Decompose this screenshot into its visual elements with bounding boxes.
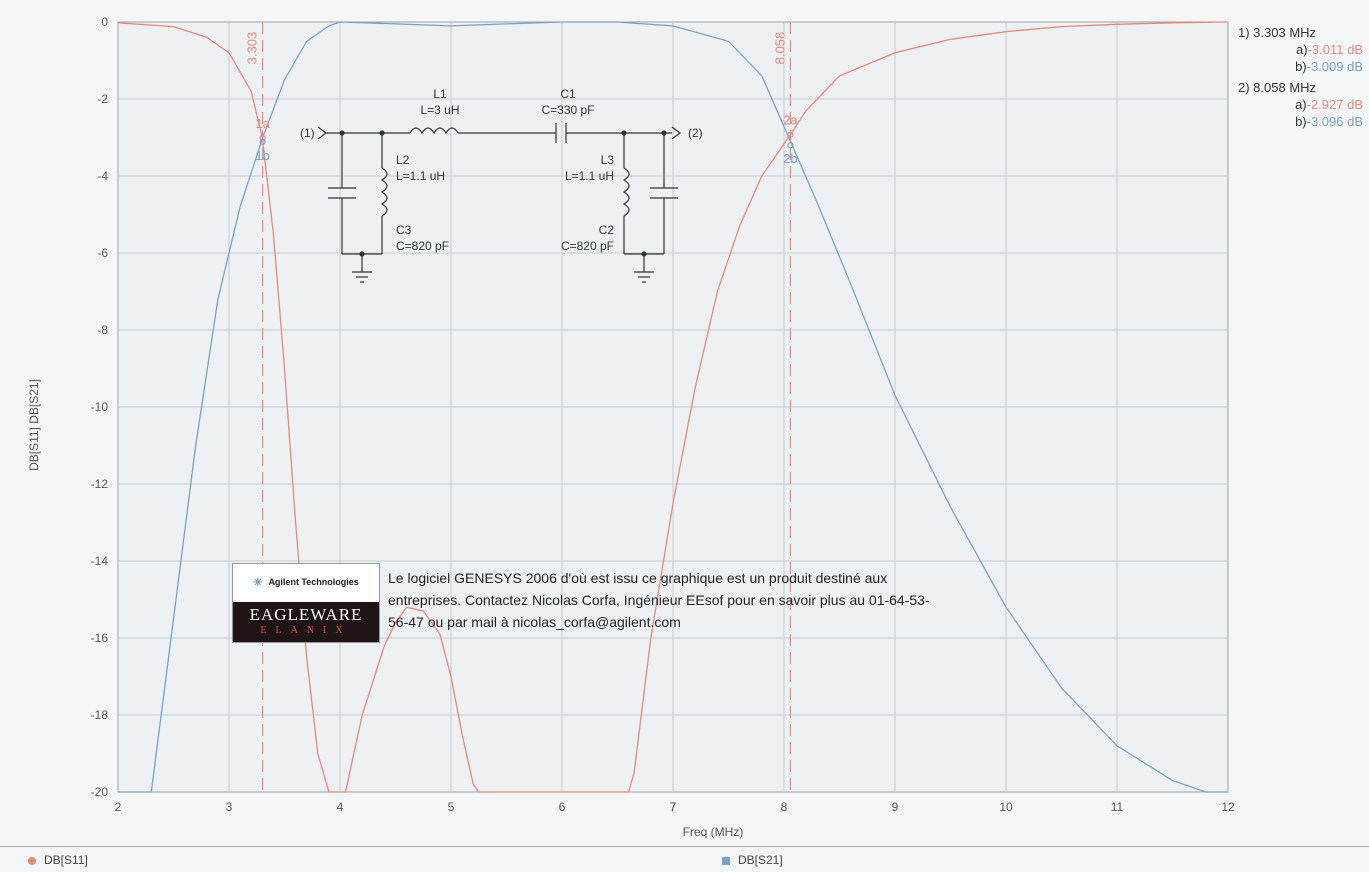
- x-tick-label: 11: [1111, 800, 1124, 814]
- x-tick-label: 12: [1221, 800, 1235, 814]
- circuit-labels: L1 L=3 uH C1 C=330 pF L2 L=1.1 uH C3 C=8…: [396, 87, 614, 253]
- readout-1-a-value: -3.011 dB: [1307, 42, 1363, 57]
- l3-value: L=1.1 uH: [565, 169, 614, 183]
- c3-value: C=820 pF: [396, 239, 449, 253]
- y-tick-label: 0: [101, 15, 108, 29]
- inductor-l2: [380, 167, 388, 217]
- marker-freq-label-2: 8.058: [772, 32, 787, 65]
- readout-2-b-row: b)-3.096 dB: [1238, 113, 1363, 130]
- c2-value: C=820 pF: [561, 239, 614, 253]
- y-tick-label: -16: [91, 631, 109, 645]
- series-layer: [117, 21, 1229, 793]
- y-tick-labels: 0 -2 -4 -6 -8 -10 -12 -14 -16 -18 -20: [91, 15, 109, 799]
- legend-item-s11: DB[S11]: [28, 853, 88, 867]
- marker-layer: 3.303 1a 1b 8.058 2a 2b: [245, 22, 798, 792]
- l2-name: L2: [396, 153, 410, 167]
- circuit-schematic: (1) (2): [300, 123, 703, 283]
- legend-swatch-s21: [722, 856, 730, 865]
- y-tick-label: -4: [97, 169, 108, 183]
- y-tick-label: -14: [91, 554, 109, 568]
- x-tick-label: 2: [115, 800, 122, 814]
- c2-name: C2: [599, 223, 615, 237]
- y-tick-label: -10: [91, 400, 109, 414]
- marker-b-label-1: 1b: [255, 148, 269, 163]
- x-tick-label: 6: [559, 800, 566, 814]
- eagleware-logo-text: EAGLEWARE: [249, 605, 363, 624]
- marker-freq-label-1: 3.303: [245, 32, 260, 65]
- x-tick-label: 7: [670, 800, 677, 814]
- y-tick-label: -12: [91, 477, 109, 491]
- c3-name: C3: [396, 223, 412, 237]
- y-tick-label: -8: [97, 323, 108, 337]
- vendor-logos: ✳ Agilent Technologies EAGLEWARE ELANIX: [232, 563, 380, 643]
- l3-name: L3: [601, 153, 615, 167]
- readout-1: 1) 3.303 MHz a)-3.011 dB b)-3.009 dB: [1238, 24, 1363, 75]
- readout-2: 2) 8.058 MHz a)-2.927 dB b)-3.096 dB: [1238, 79, 1363, 130]
- eagleware-logo: EAGLEWARE ELANIX: [233, 602, 379, 642]
- x-tick-label: 8: [781, 800, 788, 814]
- readout-1-b-value: -3.009 dB: [1306, 59, 1363, 74]
- l2-value: L=1.1 uH: [396, 169, 445, 183]
- advertisement-box: ✳ Agilent Technologies EAGLEWARE ELANIX L…: [232, 563, 952, 643]
- marker-a-label-1: 1a: [255, 116, 270, 131]
- x-tick-label: 5: [448, 800, 455, 814]
- x-tick-labels: 2 3 4 5 6 7 8 9 10 11 12: [115, 800, 1235, 814]
- y-tick-label: -20: [91, 785, 109, 799]
- agilent-logo: ✳ Agilent Technologies: [233, 564, 379, 600]
- readout-1-b-prefix: b): [1295, 59, 1307, 74]
- readout-1-b-row: b)-3.009 dB: [1238, 58, 1363, 75]
- x-tick-label: 4: [337, 800, 344, 814]
- marker-a-point-1: [259, 134, 266, 142]
- marker-a-point-2: [787, 131, 794, 138]
- port2-label: (2): [688, 126, 703, 140]
- agilent-logo-text: Agilent Technologies: [268, 577, 359, 587]
- legend-label-s11: DB[S11]: [44, 853, 88, 867]
- x-tick-label: 10: [999, 800, 1013, 814]
- series-line-s21: [118, 21, 1228, 793]
- marker-b-label-2: 2b: [783, 151, 797, 166]
- advertisement-text: Le logiciel GENESYS 2006 d'où est issu c…: [388, 570, 930, 630]
- readout-1-title: 1) 3.303 MHz: [1238, 25, 1317, 40]
- x-tick-label: 9: [892, 800, 899, 814]
- readout-2-a-value: -2.927 dB: [1306, 97, 1363, 112]
- legend-item-s21: DB[S21]: [722, 853, 783, 867]
- inductor-l3: [622, 167, 630, 217]
- legend: DB[S11] DB[S21]: [0, 846, 1369, 872]
- y-tick-label: -18: [91, 708, 109, 722]
- readout-2-b-prefix: b): [1295, 114, 1307, 129]
- x-axis-label: Freq (MHz): [683, 825, 744, 839]
- marker-readout-panel: 1) 3.303 MHz a)-3.011 dB b)-3.009 dB 2) …: [1238, 24, 1363, 134]
- chart: 2 3 4 5 6 7 8 9 10 11 12 0 -2 -4 -6 -8 -10 -12 -14 -16 -18 -…: [27, 15, 1235, 839]
- y-axis-label: DB[S11] DB[S21]: [27, 379, 41, 471]
- readout-2-a-row: a)-2.927 dB: [1238, 96, 1363, 113]
- readout-2-title: 2) 8.058 MHz: [1238, 80, 1317, 95]
- c1-name: C1: [560, 87, 576, 101]
- legend-swatch-s11: [28, 856, 36, 865]
- readout-2-a-prefix: a): [1295, 97, 1307, 112]
- marker-b-point-2: [787, 142, 794, 149]
- grid: [118, 22, 1228, 792]
- l1-value: L=3 uH: [420, 103, 459, 117]
- port1-label: (1): [300, 126, 315, 140]
- l1-name: L1: [433, 87, 447, 101]
- readout-1-a-prefix: a): [1296, 42, 1308, 57]
- y-tick-label: -6: [97, 246, 108, 260]
- y-tick-label: -2: [97, 92, 108, 106]
- marker-a-label-2: 2a: [783, 113, 798, 128]
- port2-arrow: [671, 126, 681, 140]
- inductor-l1: [409, 127, 459, 135]
- marker-b-point-1: [259, 138, 266, 145]
- series-line-s11: [117, 21, 1229, 793]
- c1-value: C=330 pF: [541, 103, 594, 117]
- agilent-spark-icon: ✳: [253, 576, 263, 589]
- elanix-logo-text: ELANIX: [260, 625, 352, 636]
- legend-label-s21: DB[S21]: [738, 853, 783, 867]
- readout-1-a-row: a)-3.011 dB: [1238, 41, 1363, 58]
- readout-2-b-value: -3.096 dB: [1306, 114, 1363, 129]
- x-tick-label: 3: [226, 800, 233, 814]
